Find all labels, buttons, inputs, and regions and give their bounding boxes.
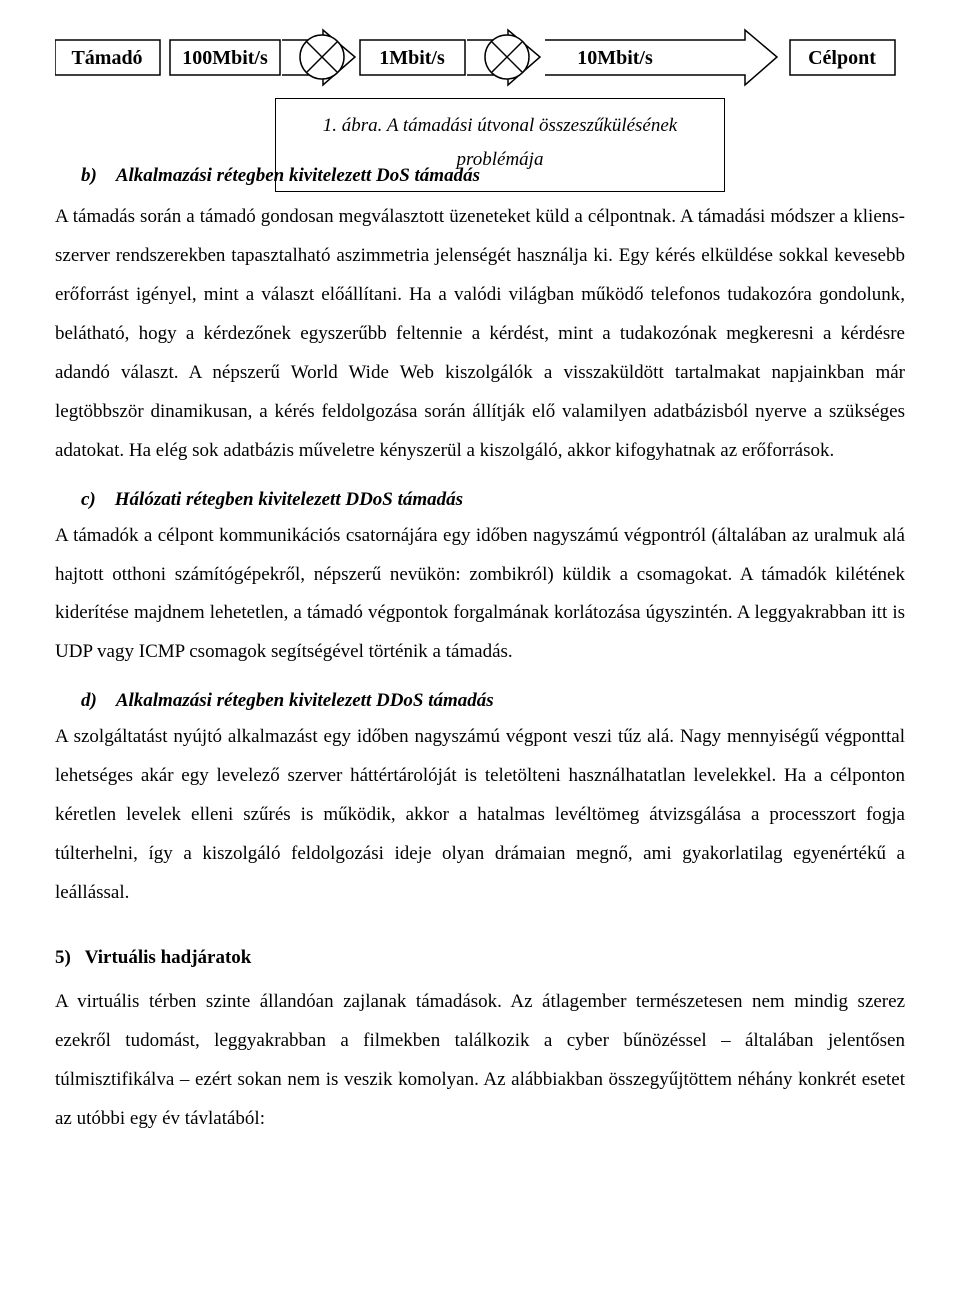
rate3-label: 10Mbit/s — [577, 47, 653, 69]
heading-5-body: A virtuális térben szinte állandóan zajl… — [55, 983, 905, 1139]
section-d-heading: d) Alkalmazási rétegben kivitelezett DDo… — [81, 690, 905, 712]
attack-path-diagram: Támadó 100Mbit/s 1Mbit/s — [55, 20, 905, 90]
section-d-body: A szolgáltatást nyújtó alkalmazást egy i… — [55, 718, 905, 913]
section-b-body: A támadás során a támadó gondosan megvál… — [55, 198, 905, 471]
section-c-body: A támadók a célpont kommunikációs csator… — [55, 517, 905, 673]
section-b-letter: b) — [81, 165, 97, 186]
heading-5: 5) Virtuális hadjáratok — [55, 947, 905, 969]
heading-5-title: Virtuális hadjáratok — [85, 947, 252, 968]
section-d-title: Alkalmazási rétegben kivitelezett DDoS t… — [116, 690, 494, 711]
rate1-label: 100Mbit/s — [182, 47, 268, 69]
rate2-label: 1Mbit/s — [379, 47, 445, 69]
section-d-letter: d) — [81, 690, 97, 711]
router-node-1 — [300, 35, 344, 79]
section-b-title: Alkalmazási rétegben kivitelezett DoS tá… — [116, 165, 480, 186]
section-c-heading: c) Hálózati rétegben kivitelezett DDoS t… — [81, 489, 905, 511]
section-c-title: Hálózati rétegben kivitelezett DDoS táma… — [115, 489, 463, 510]
target-label: Célpont — [808, 47, 876, 69]
figure-area: Támadó 100Mbit/s 1Mbit/s — [55, 20, 905, 190]
heading-5-number: 5) — [55, 947, 71, 968]
section-b-heading: b) Alkalmazási rétegben kivitelezett DoS… — [81, 165, 480, 187]
attacker-label: Támadó — [71, 47, 142, 69]
document-page: Támadó 100Mbit/s 1Mbit/s — [0, 0, 960, 1305]
section-c-letter: c) — [81, 489, 96, 510]
router-node-2 — [485, 35, 529, 79]
caption-line1: 1. ábra. A támadási útvonal összeszűkülé… — [323, 115, 677, 136]
